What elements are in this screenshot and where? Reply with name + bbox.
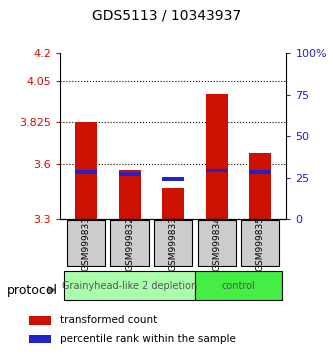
Bar — [162, 177, 184, 181]
Bar — [29, 335, 51, 343]
Bar — [195, 271, 282, 300]
Text: protocol: protocol — [7, 285, 58, 297]
Bar — [119, 172, 141, 176]
Text: GSM999834: GSM999834 — [212, 216, 221, 271]
Bar — [64, 271, 195, 300]
Bar — [241, 221, 279, 266]
Text: GSM999835: GSM999835 — [256, 216, 265, 271]
Text: transformed count: transformed count — [60, 315, 157, 325]
Bar — [154, 221, 192, 266]
Bar — [249, 171, 271, 174]
Text: GDS5113 / 10343937: GDS5113 / 10343937 — [92, 9, 241, 23]
Text: percentile rank within the sample: percentile rank within the sample — [60, 334, 236, 344]
Bar — [75, 171, 97, 174]
Bar — [249, 153, 271, 219]
Bar — [206, 94, 227, 219]
Bar — [206, 169, 227, 172]
Text: GSM999831: GSM999831 — [82, 216, 91, 271]
Bar — [29, 316, 51, 325]
Bar — [119, 171, 141, 219]
Bar — [197, 221, 236, 266]
Text: Grainyhead-like 2 depletion: Grainyhead-like 2 depletion — [62, 281, 197, 291]
Bar — [111, 221, 149, 266]
Bar — [67, 221, 105, 266]
Text: GSM999832: GSM999832 — [125, 216, 134, 271]
Bar — [162, 188, 184, 219]
Text: GSM999833: GSM999833 — [168, 216, 178, 271]
Bar — [75, 122, 97, 219]
Text: control: control — [221, 281, 255, 291]
